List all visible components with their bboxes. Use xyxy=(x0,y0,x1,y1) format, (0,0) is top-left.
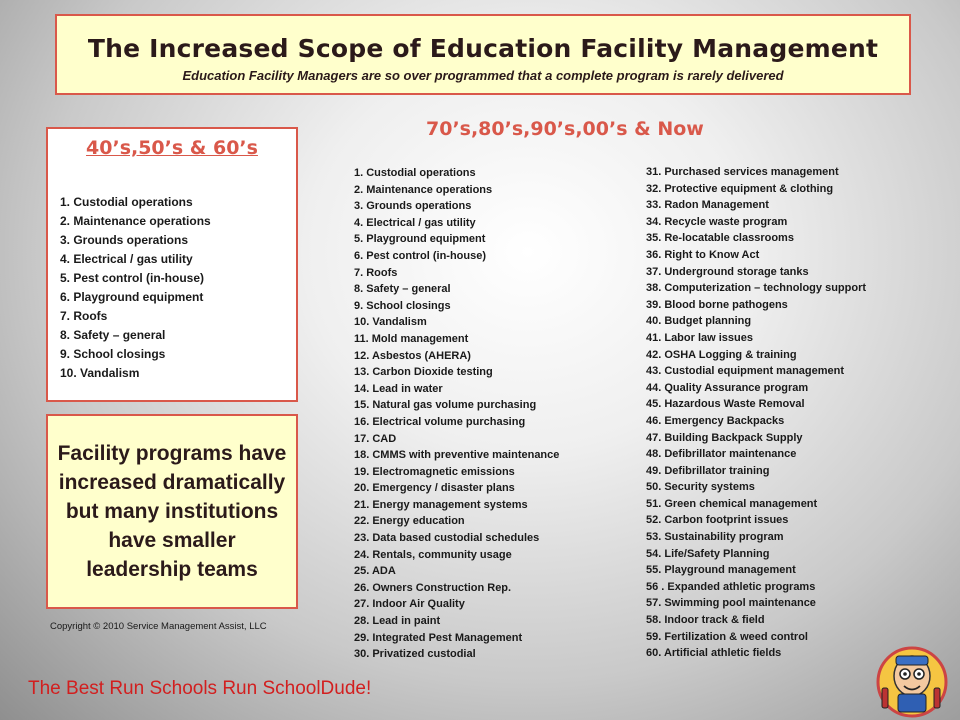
list-item: 29. Integrated Pest Management xyxy=(354,631,523,644)
list-item: 6. Playground equipment xyxy=(60,290,204,304)
list-item: 22. Energy education xyxy=(354,515,465,528)
list-item: 34. Recycle waste program xyxy=(646,215,788,228)
list-item: 12. Asbestos (AHERA) xyxy=(354,349,471,362)
current-programs-column-2: 31. Purchased services management 32. Pro… xyxy=(646,164,866,662)
list-item: 10. Vandalism xyxy=(354,316,427,329)
list-item: 18. CMMS with preventive maintenance xyxy=(354,449,560,462)
list-item: 52. Carbon footprint issues xyxy=(646,514,789,527)
list-item: 36. Right to Know Act xyxy=(646,248,760,261)
list-item: 38. Computerization – technology support xyxy=(646,282,867,295)
list-item: 41. Labor law issues xyxy=(646,331,753,344)
list-item: 27. Indoor Air Quality xyxy=(354,598,465,611)
list-item: 21. Energy management systems xyxy=(354,498,528,511)
list-item: 4. Electrical / gas utility xyxy=(354,216,476,229)
list-item: 59. Fertilization & weed control xyxy=(646,630,808,643)
list-item: 13. Carbon Dioxide testing xyxy=(354,366,493,379)
legacy-programs-heading: 40’s,50’s & 60’s xyxy=(86,137,258,159)
list-item: 24. Rentals, community usage xyxy=(354,548,512,561)
list-item: 15. Natural gas volume purchasing xyxy=(354,399,537,412)
list-item: 7. Roofs xyxy=(60,309,108,323)
list-item: 11. Mold management xyxy=(354,332,469,345)
list-item: 30. Privatized custodial xyxy=(354,648,476,661)
list-item: 56 . Expanded athletic programs xyxy=(646,580,816,593)
list-item: 47. Building Backpack Supply xyxy=(646,431,803,444)
copyright-notice: Copyright © 2010 Service Management Assi… xyxy=(50,621,267,632)
list-item: 35. Re-locatable classrooms xyxy=(646,232,794,245)
list-item: 9. School closings xyxy=(60,347,166,361)
list-item: 31. Purchased services management xyxy=(646,166,839,178)
list-item: 53. Sustainability program xyxy=(646,531,784,544)
list-item: 3. Grounds operations xyxy=(60,233,189,247)
callout-box: Facility programs have increased dramati… xyxy=(46,414,298,609)
list-item: 32. Protective equipment & clothing xyxy=(646,182,834,195)
list-item: 40. Budget planning xyxy=(646,315,752,328)
list-item: 6. Pest control (in-house) xyxy=(354,249,487,262)
list-item: 50. Security systems xyxy=(646,481,755,494)
list-item: 42. OSHA Logging & training xyxy=(646,348,797,361)
list-item: 4. Electrical / gas utility xyxy=(60,252,193,266)
list-item: 49. Defibrillator training xyxy=(646,464,770,477)
list-item: 54. Life/Safety Planning xyxy=(646,547,770,560)
list-item: 1. Custodial operations xyxy=(60,195,193,209)
list-item: 7. Roofs xyxy=(354,266,398,279)
list-item: 55. Playground management xyxy=(646,564,796,577)
list-item: 5. Playground equipment xyxy=(354,233,486,246)
list-item: 10. Vandalism xyxy=(60,366,140,380)
list-item: 44. Quality Assurance program xyxy=(646,381,809,394)
list-item: 3. Grounds operations xyxy=(354,200,472,213)
list-item: 23. Data based custodial schedules xyxy=(354,532,540,545)
list-item: 51. Green chemical management xyxy=(646,497,818,510)
list-item: 1. Custodial operations xyxy=(354,167,476,179)
list-item: 28. Lead in paint xyxy=(354,615,441,628)
page-title: The Increased Scope of Education Facilit… xyxy=(87,34,879,63)
list-item: 45. Hazardous Waste Removal xyxy=(646,398,805,411)
list-item: 8. Safety – general xyxy=(354,283,451,296)
list-item: 46. Emergency Backpacks xyxy=(646,414,785,427)
list-item: 2. Maintenance operations xyxy=(60,214,211,228)
legacy-programs-panel: 40’s,50’s & 60’s 1. Custodial operations… xyxy=(46,127,298,402)
list-item: 39. Blood borne pathogens xyxy=(646,298,788,311)
title-banner: The Increased Scope of Education Facilit… xyxy=(55,14,911,95)
list-item: 8. Safety – general xyxy=(60,328,166,342)
callout-text: Facility programs have increased dramati… xyxy=(57,442,287,581)
list-item: 17. CAD xyxy=(354,432,397,445)
legacy-programs-list: 1. Custodial operations 2. Maintenance op… xyxy=(60,193,211,383)
list-item: 57. Swimming pool maintenance xyxy=(646,597,816,610)
list-item: 16. Electrical volume purchasing xyxy=(354,415,526,428)
list-item: 37. Underground storage tanks xyxy=(646,265,809,278)
list-item: 48. Defibrillator maintenance xyxy=(646,448,797,461)
list-item: 5. Pest control (in-house) xyxy=(60,271,205,285)
footer-tagline: The Best Run Schools Run SchoolDude! xyxy=(28,678,372,699)
list-item: 14. Lead in water xyxy=(354,382,443,395)
list-item: 19. Electromagnetic emissions xyxy=(354,465,515,478)
list-item: 20. Emergency / disaster plans xyxy=(354,482,515,495)
list-item: 58. Indoor track & field xyxy=(646,614,765,627)
page-subtitle: Education Facility Managers are so over … xyxy=(182,68,784,83)
list-item: 26. Owners Construction Rep. xyxy=(354,581,512,594)
list-item: 43. Custodial equipment management xyxy=(646,365,845,378)
current-programs-column-1: 1. Custodial operations 2. Maintenance op… xyxy=(354,165,559,663)
list-item: 2. Maintenance operations xyxy=(354,183,493,196)
list-item: 33. Radon Management xyxy=(646,199,769,212)
list-item: 25. ADA xyxy=(354,565,396,578)
list-item: 9. School closings xyxy=(354,299,451,312)
schooldude-mascot-icon xyxy=(876,646,948,718)
current-programs-heading: 70’s,80’s,90’s,00’s & Now xyxy=(426,118,704,140)
list-item: 60. Artificial athletic fields xyxy=(646,647,782,660)
